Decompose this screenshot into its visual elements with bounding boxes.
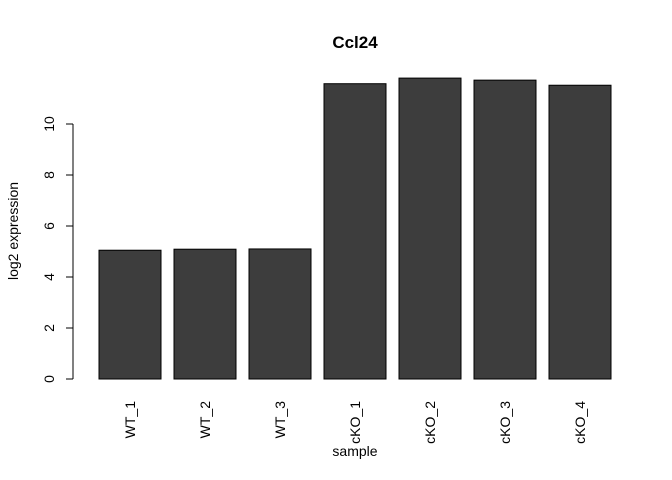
y-tick-label: 0 bbox=[41, 375, 57, 383]
chart-title: Ccl24 bbox=[332, 33, 378, 52]
x-tick-label: WT_3 bbox=[272, 401, 288, 439]
x-tick-label: cKO_4 bbox=[572, 401, 588, 444]
bars-group bbox=[98, 77, 612, 380]
y-tick-label: 10 bbox=[41, 116, 57, 132]
y-tick-label: 4 bbox=[41, 273, 57, 281]
x-tick-labels: WT_1 WT_2 WT_3 cKO_1 cKO_2 cKO_3 cKO_4 bbox=[122, 401, 588, 444]
y-axis-label: log2 expression bbox=[5, 182, 21, 280]
y-tick-label: 6 bbox=[41, 222, 57, 230]
x-axis-label: sample bbox=[332, 443, 377, 459]
y-tick-label: 8 bbox=[41, 171, 57, 179]
x-tick-label: cKO_3 bbox=[497, 401, 513, 444]
x-tick-label: cKO_2 bbox=[422, 401, 438, 444]
bar-cko-3 bbox=[473, 79, 537, 380]
bar-cko-2 bbox=[398, 77, 462, 380]
x-tick-label: WT_1 bbox=[122, 401, 138, 439]
y-axis: 0 2 4 6 8 10 bbox=[41, 116, 74, 383]
bar-wt-1 bbox=[98, 249, 162, 380]
x-tick-label: cKO_1 bbox=[347, 401, 363, 444]
x-tick-label: WT_2 bbox=[197, 401, 213, 439]
bar-wt-3 bbox=[248, 248, 312, 380]
bar-cko-1 bbox=[323, 83, 387, 380]
bar-cko-4 bbox=[548, 84, 612, 380]
bar-wt-2 bbox=[173, 248, 237, 380]
y-tick-label: 2 bbox=[41, 324, 57, 332]
